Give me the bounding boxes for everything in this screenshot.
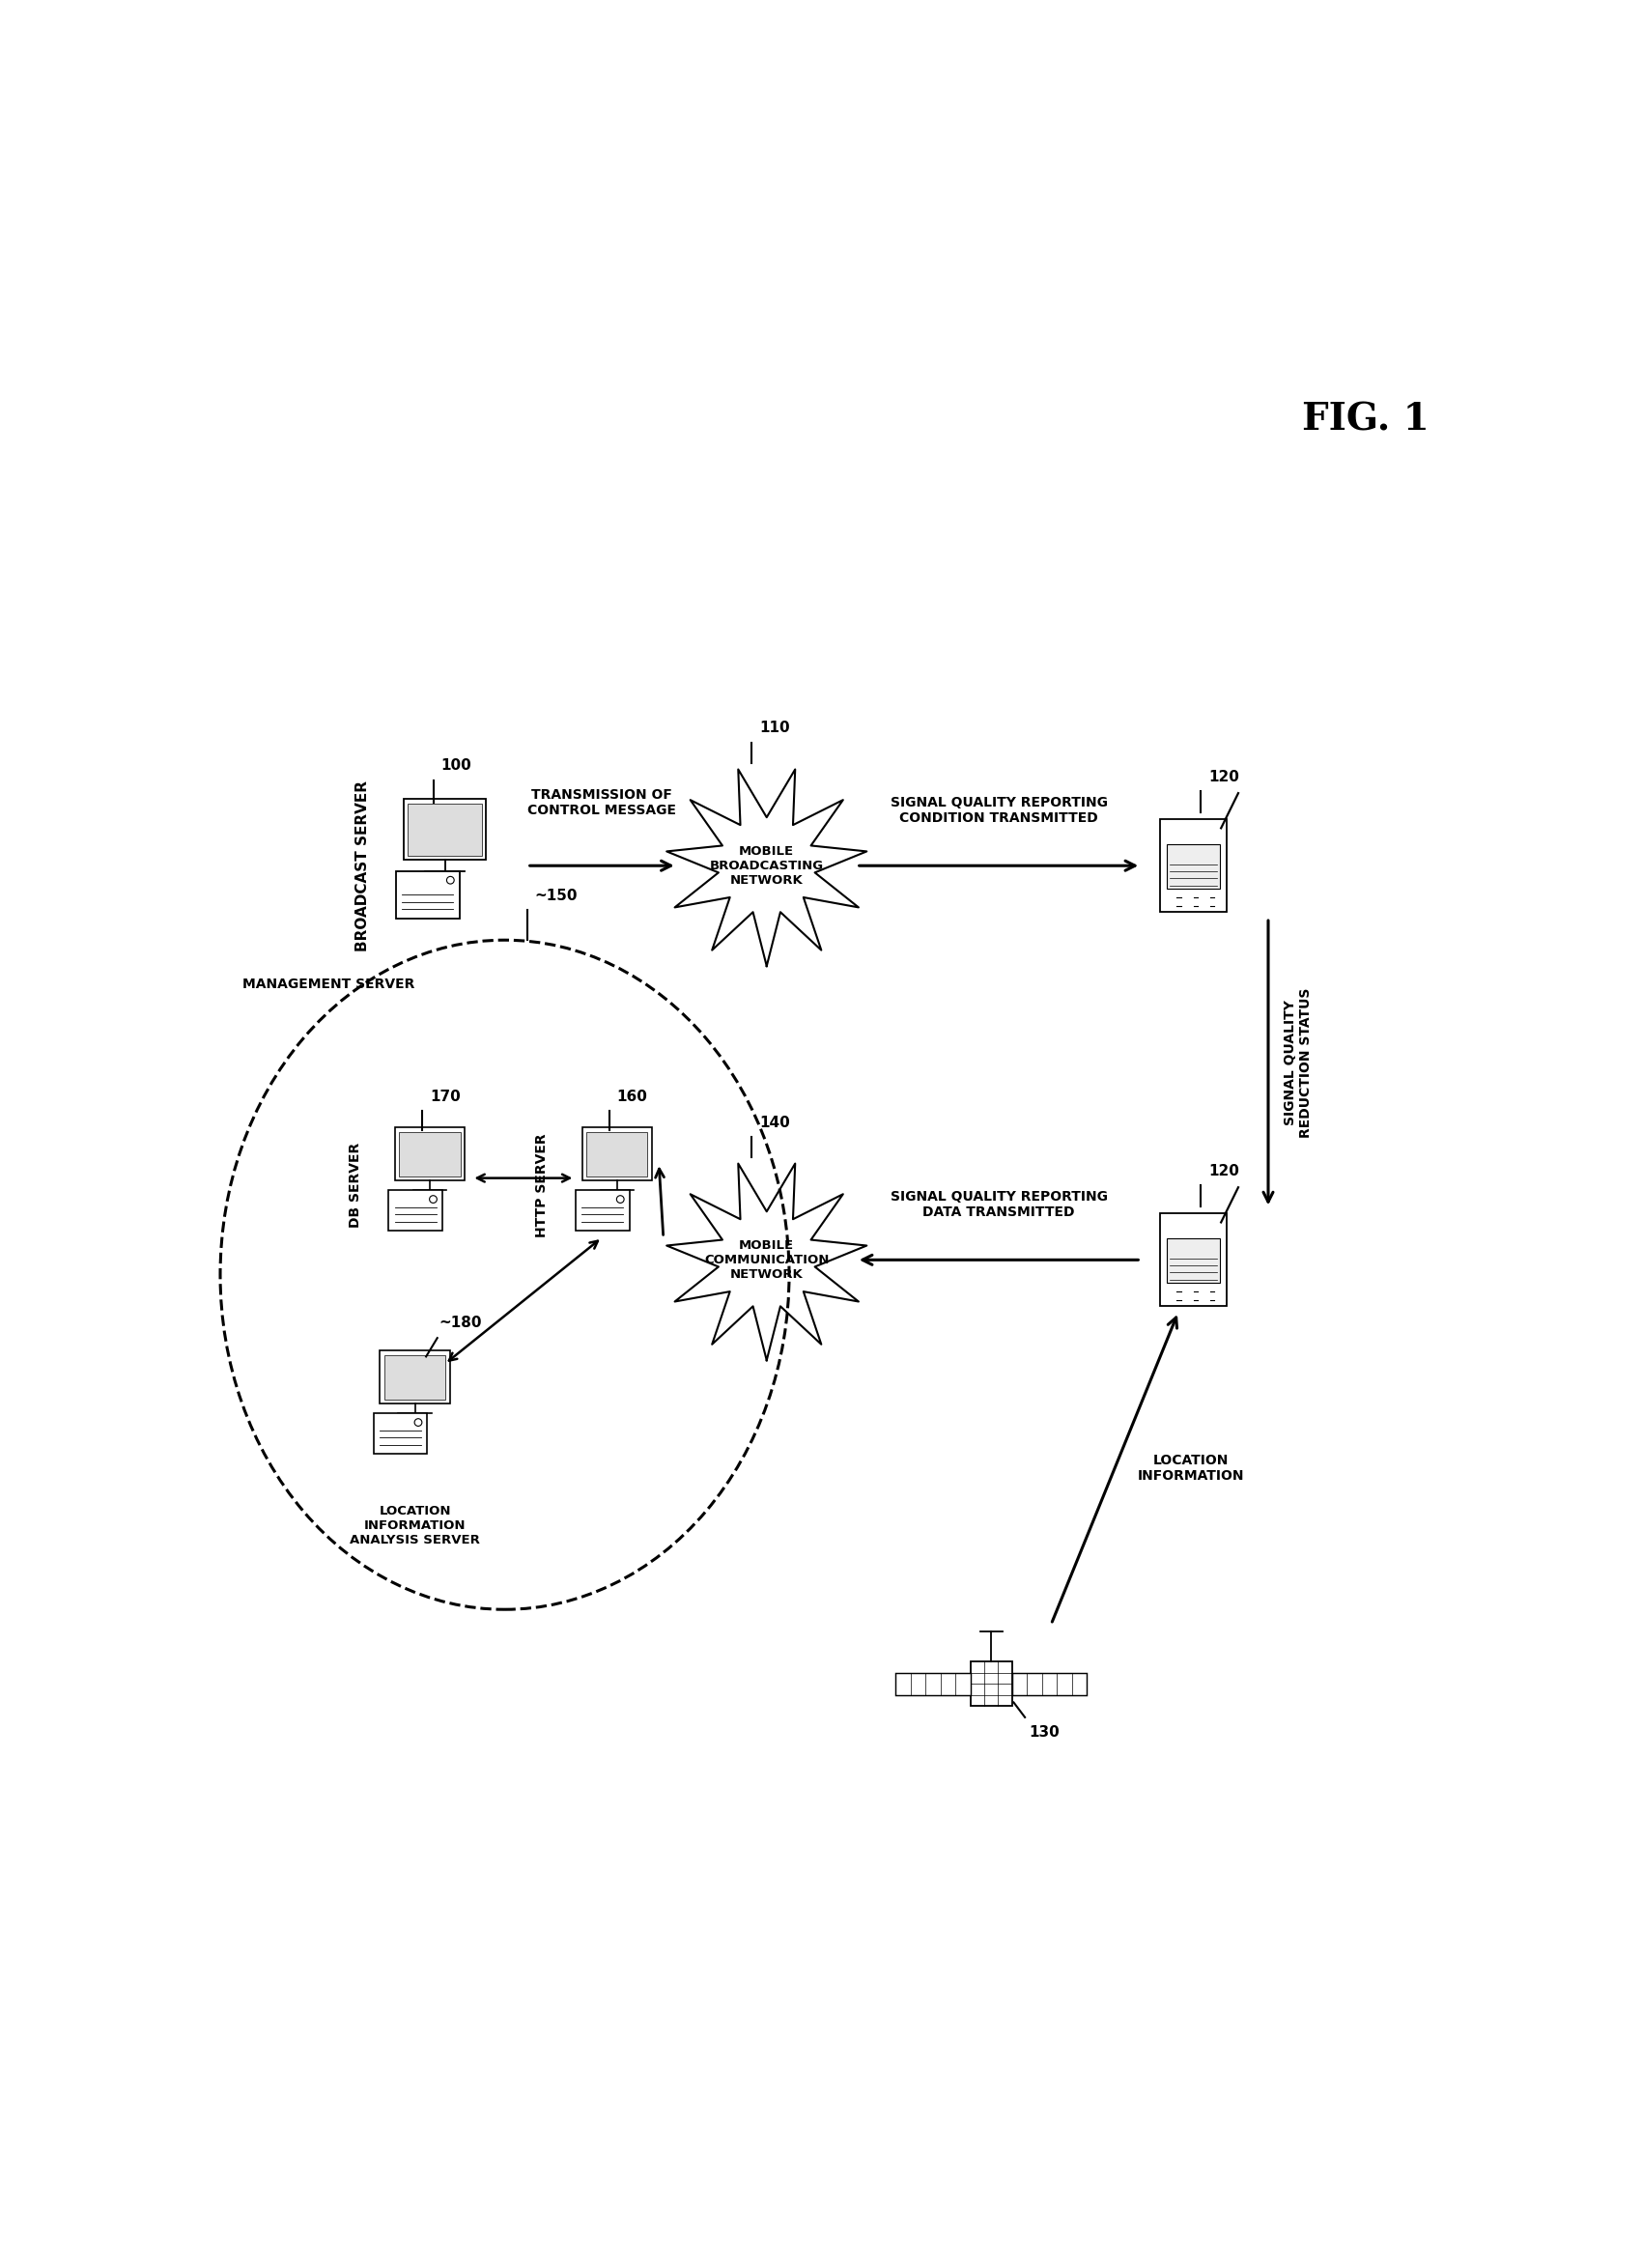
Text: SIGNAL QUALITY REPORTING
DATA TRANSMITTED: SIGNAL QUALITY REPORTING DATA TRANSMITTE… <box>890 1191 1107 1218</box>
Bar <box>581 1127 652 1182</box>
Text: 120: 120 <box>1209 1163 1240 1177</box>
Circle shape <box>430 1195 437 1202</box>
Bar <box>394 1127 465 1182</box>
Bar <box>1159 1213 1227 1306</box>
Text: SIGNAL QUALITY REPORTING
CONDITION TRANSMITTED: SIGNAL QUALITY REPORTING CONDITION TRANS… <box>890 796 1107 826</box>
Bar <box>970 1662 1011 1706</box>
Text: 130: 130 <box>1028 1724 1059 1740</box>
Bar <box>1011 1674 1087 1694</box>
Text: 120: 120 <box>1209 769 1240 785</box>
Text: 100: 100 <box>442 758 471 773</box>
Bar <box>379 1352 450 1404</box>
Circle shape <box>414 1420 422 1427</box>
Bar <box>407 803 481 855</box>
Circle shape <box>617 1195 624 1202</box>
Bar <box>374 1413 427 1454</box>
Text: 160: 160 <box>617 1089 647 1105</box>
Text: 110: 110 <box>759 721 790 735</box>
Bar <box>404 798 486 860</box>
Text: 140: 140 <box>759 1116 790 1129</box>
Bar <box>396 871 460 919</box>
Circle shape <box>447 875 455 885</box>
Text: BROADCAST SERVER: BROADCAST SERVER <box>355 780 369 950</box>
Bar <box>586 1132 647 1177</box>
Text: TRANSMISSION OF
CONTROL MESSAGE: TRANSMISSION OF CONTROL MESSAGE <box>527 789 677 816</box>
Bar <box>1166 1238 1220 1284</box>
Bar <box>399 1132 460 1177</box>
Text: ~180: ~180 <box>438 1315 481 1331</box>
Text: HTTP SERVER: HTTP SERVER <box>535 1134 548 1238</box>
Text: LOCATION
INFORMATION: LOCATION INFORMATION <box>1138 1454 1245 1483</box>
Text: FIG. 1: FIG. 1 <box>1302 401 1429 438</box>
Bar <box>897 1674 970 1694</box>
Text: MOBILE
BROADCASTING
NETWORK: MOBILE BROADCASTING NETWORK <box>709 846 824 887</box>
Bar <box>1159 819 1227 912</box>
Text: MANAGEMENT SERVER: MANAGEMENT SERVER <box>243 978 415 991</box>
Text: ~150: ~150 <box>535 889 578 903</box>
Bar <box>384 1354 445 1399</box>
Bar <box>389 1191 442 1232</box>
Text: MOBILE
COMMUNICATION
NETWORK: MOBILE COMMUNICATION NETWORK <box>704 1238 829 1281</box>
Text: DB SERVER: DB SERVER <box>348 1143 361 1229</box>
Text: 170: 170 <box>430 1089 460 1105</box>
Text: LOCATION
INFORMATION
ANALYSIS SERVER: LOCATION INFORMATION ANALYSIS SERVER <box>350 1506 479 1547</box>
Bar <box>576 1191 629 1232</box>
Text: SIGNAL QUALITY
REDUCTION STATUS: SIGNAL QUALITY REDUCTION STATUS <box>1282 989 1312 1139</box>
Bar <box>1166 844 1220 889</box>
